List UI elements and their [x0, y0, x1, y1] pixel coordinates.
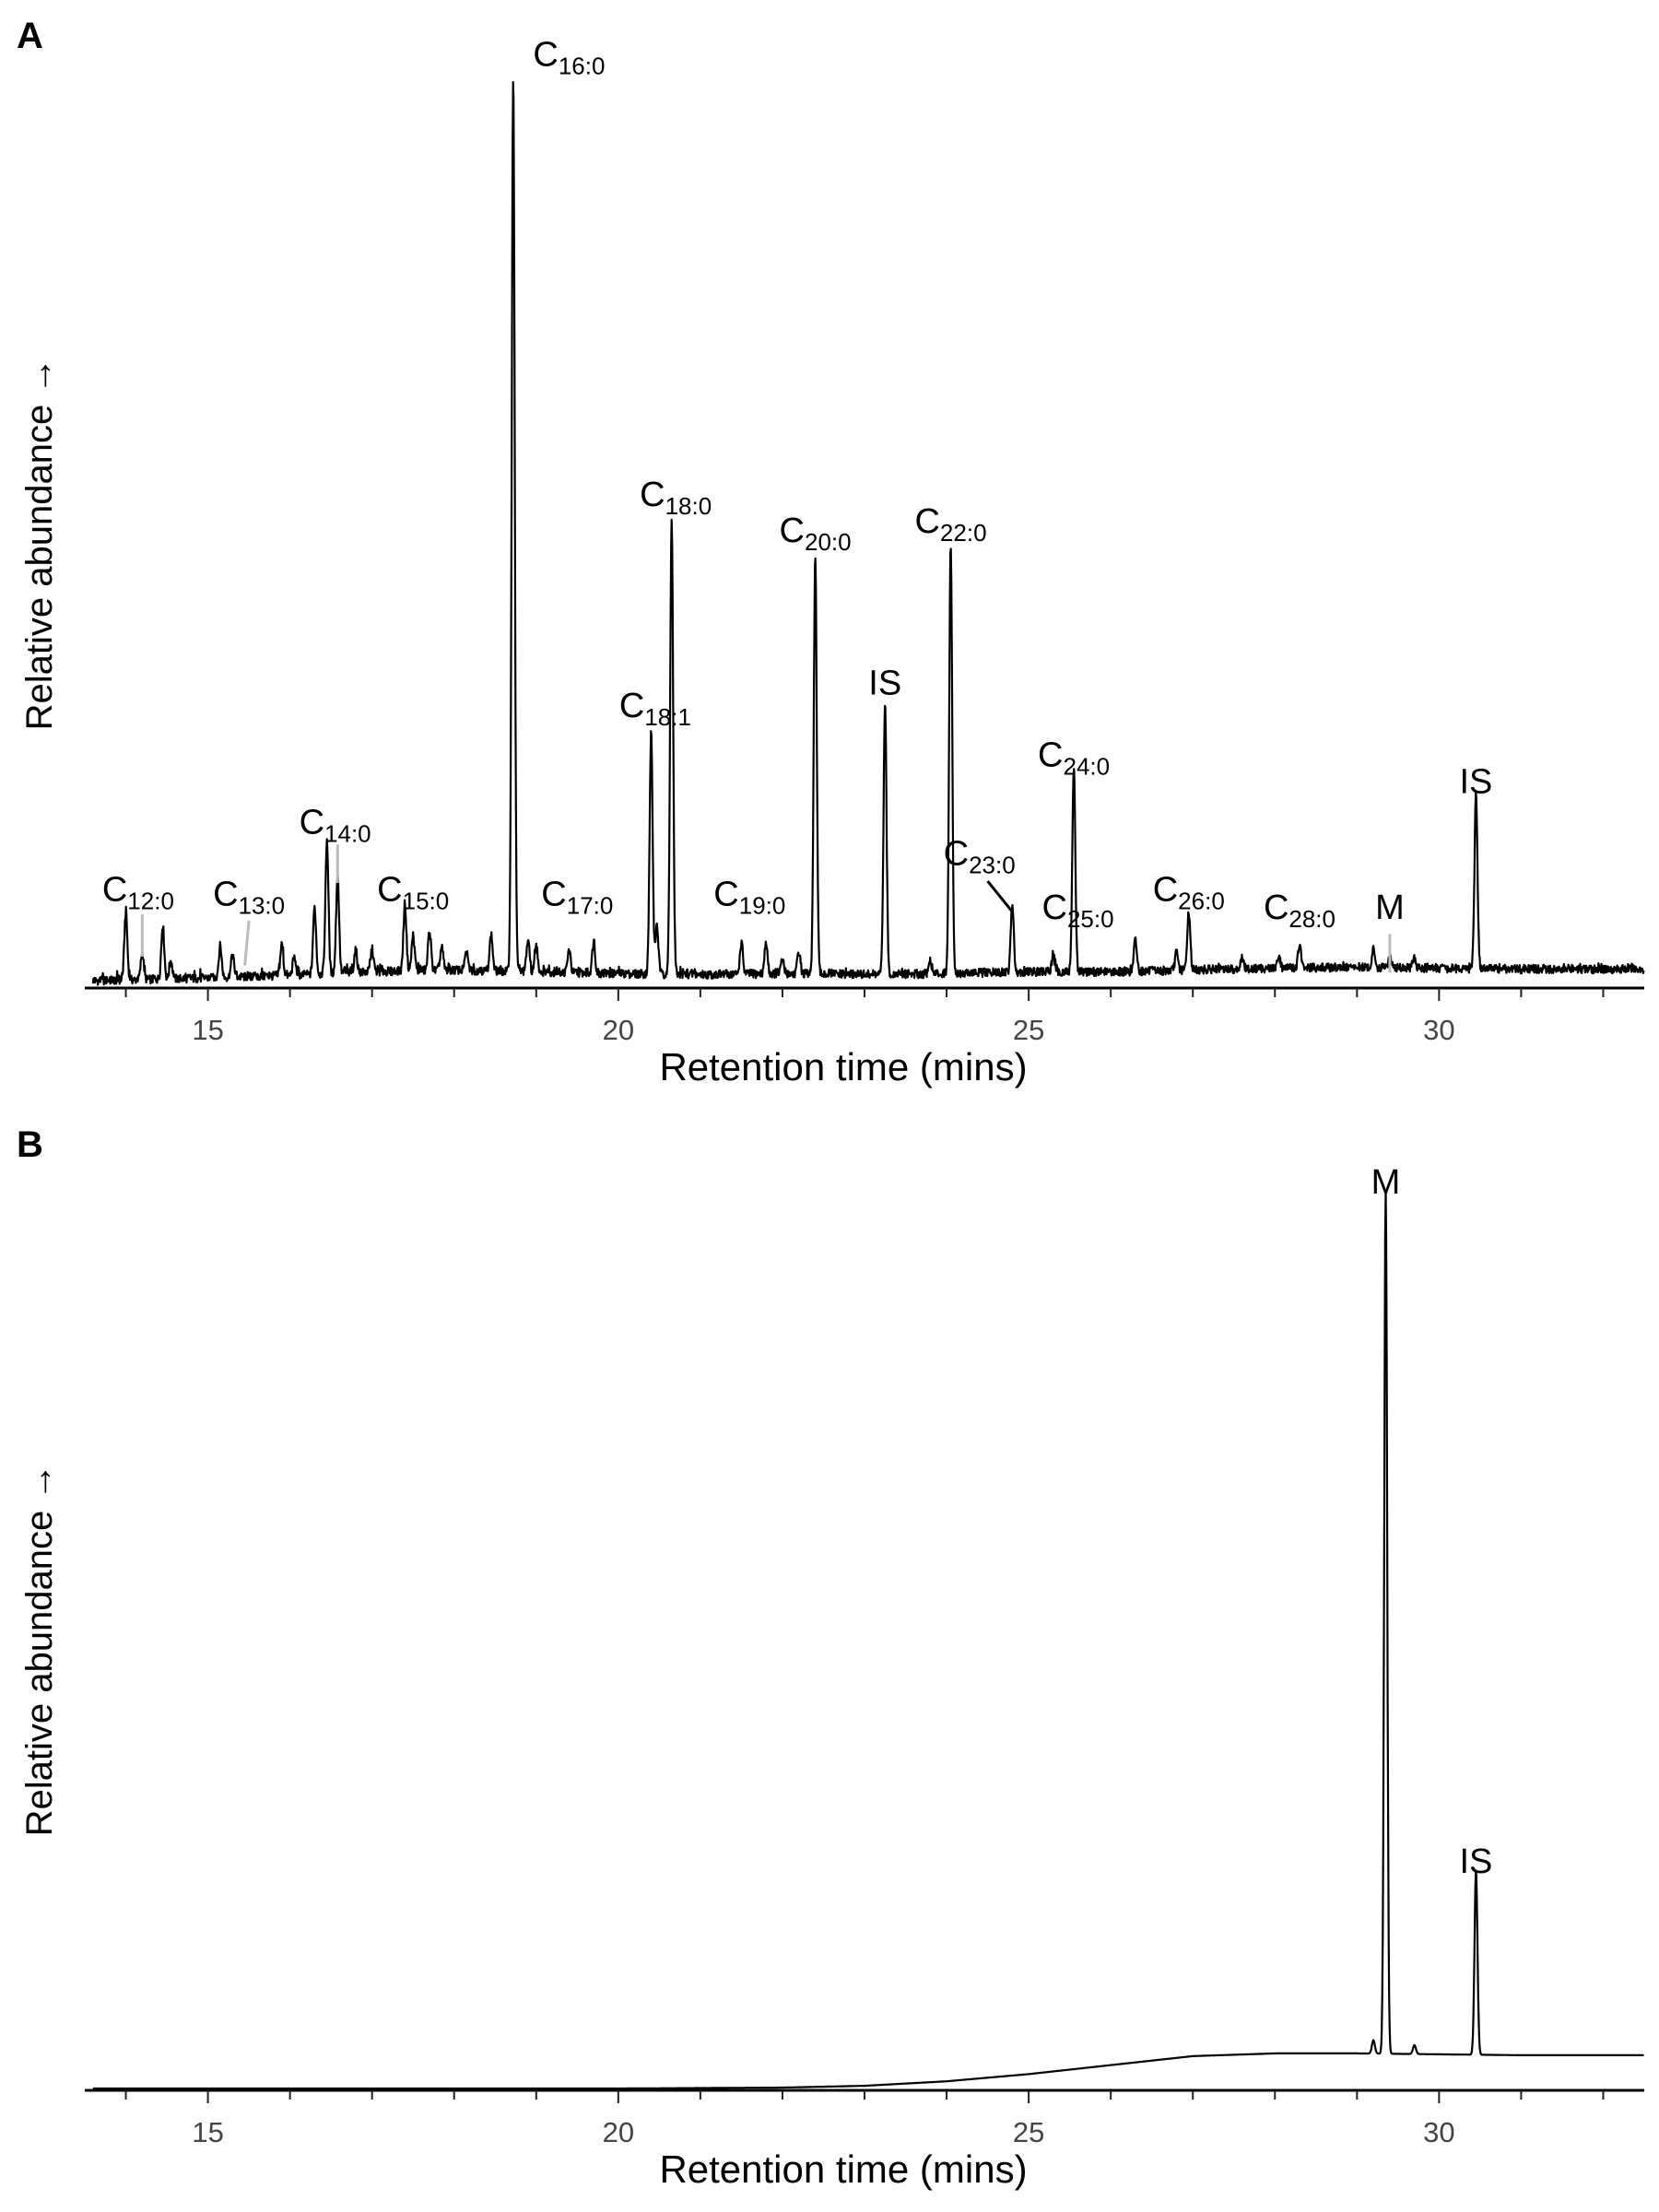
panel-b-plot: 15 20 25 30 M IS	[85, 1163, 1645, 2148]
peak-label: M	[1375, 888, 1405, 927]
peak-label: C25:0	[1042, 888, 1114, 933]
peak-label: C22:0	[914, 502, 986, 547]
panel-b-letter: B	[17, 1124, 43, 1165]
peak-label: IS	[868, 664, 901, 702]
peak-label: C28:0	[1264, 888, 1335, 933]
peak-label: C15:0	[377, 870, 449, 914]
x-tick-label: 30	[1423, 2116, 1454, 2148]
peak-label: C16:0	[533, 36, 605, 80]
chromatogram-trace	[92, 1189, 1645, 2090]
peak-label: C24:0	[1038, 735, 1110, 780]
panel-b-x-axis-label: Retention time (mins)	[659, 2147, 1027, 2191]
peak-label: IS	[1459, 763, 1492, 802]
chromatogram-trace	[91, 80, 1645, 986]
x-tick-label: 25	[1013, 2116, 1044, 2148]
panel-b-y-axis-label: Relative abundance →	[19, 1464, 60, 1837]
panel-a-letter: A	[17, 16, 43, 56]
peak-label: M	[1371, 1163, 1401, 1202]
peak-label: C20:0	[780, 512, 852, 556]
x-tick-label: 15	[192, 2116, 223, 2148]
x-tick-label: 15	[192, 1014, 223, 1046]
peak-label: C14:0	[300, 803, 371, 847]
peak-label: C13:0	[213, 875, 285, 919]
peak-label-leader	[243, 920, 251, 966]
peak-label: C18:1	[619, 687, 691, 731]
peak-label: C18:0	[640, 476, 712, 520]
peak-label: C23:0	[944, 835, 1016, 879]
x-tick-label: 20	[603, 2116, 634, 2148]
x-tick-label: 30	[1423, 1014, 1454, 1046]
x-tick-label: 25	[1013, 1014, 1044, 1046]
peak-label: C17:0	[541, 875, 613, 919]
peak-label: IS	[1459, 1842, 1492, 1881]
x-tick-label: 20	[603, 1014, 634, 1046]
peak-label: C26:0	[1153, 870, 1225, 914]
peak-label: C12:0	[102, 870, 174, 914]
peak-label-leader	[986, 880, 1014, 913]
peak-label: C19:0	[713, 875, 785, 919]
panel-a-x-axis-label: Retention time (mins)	[659, 1045, 1027, 1088]
panel-a-y-axis-label: Relative abundance →	[19, 358, 60, 731]
